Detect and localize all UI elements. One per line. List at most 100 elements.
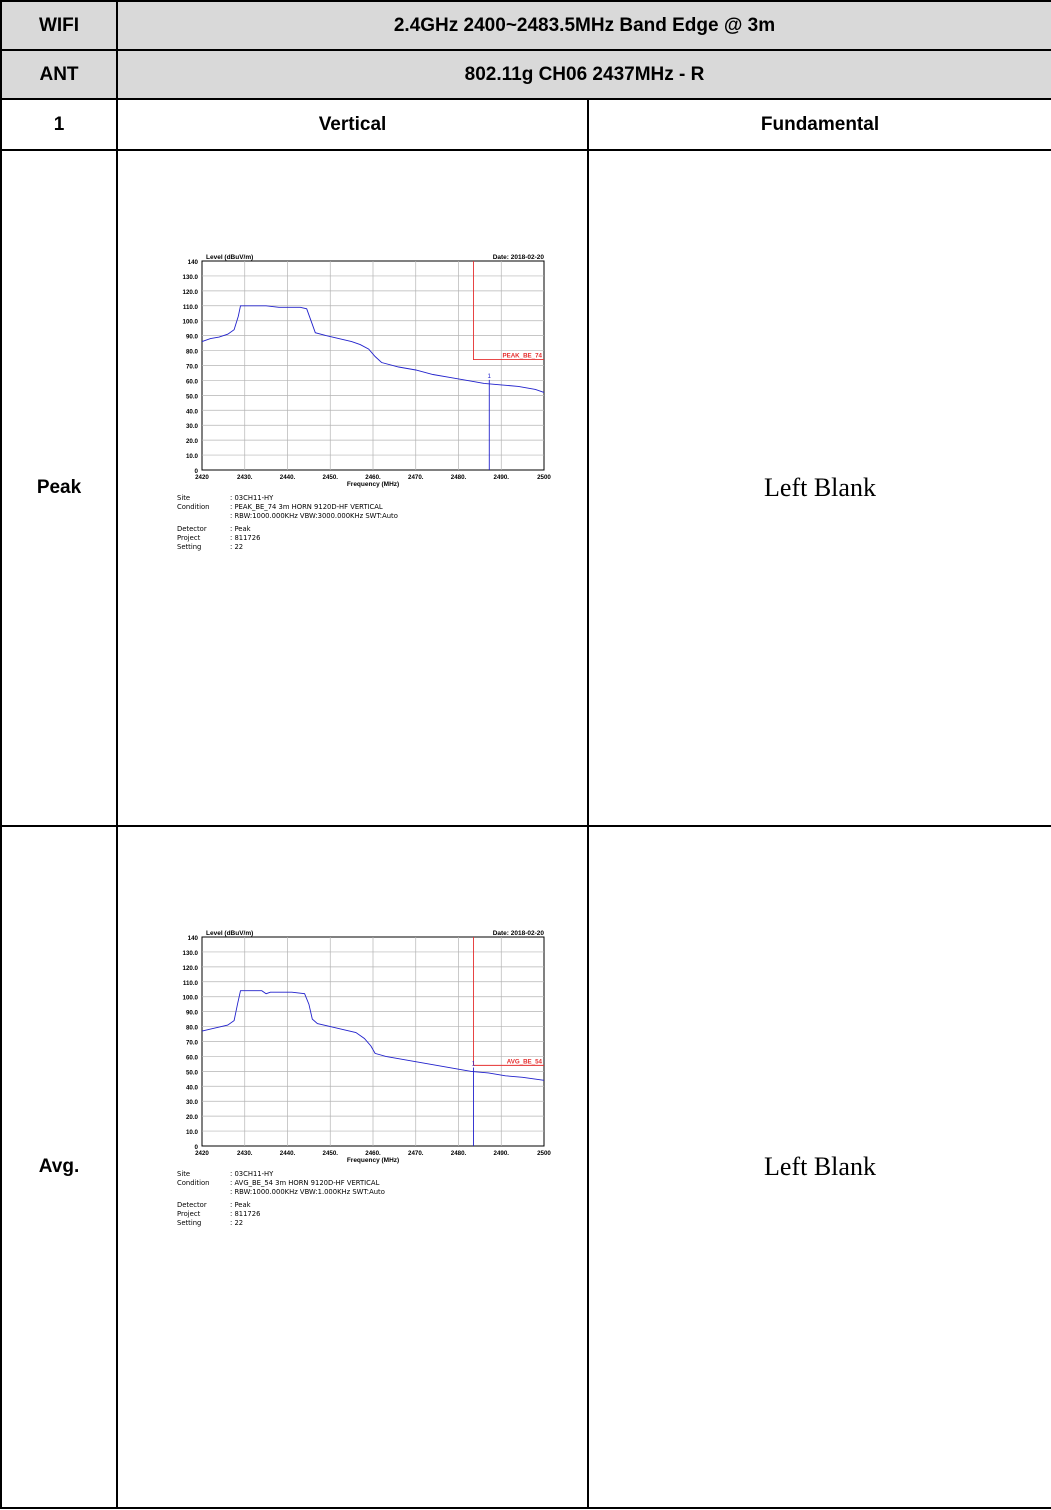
x-tick-label: 2480. xyxy=(451,1150,467,1157)
x-tick-label: 2480. xyxy=(451,474,467,481)
info-key: Setting xyxy=(177,1219,201,1227)
vertical-column-header: Vertical xyxy=(116,98,589,151)
y-axis-label: Level (dBuV/m) xyxy=(206,254,253,261)
info-key: Condition xyxy=(177,1179,209,1187)
x-tick-label: 2460. xyxy=(365,1150,381,1157)
x-tick-label: 2460. xyxy=(365,474,381,481)
marker-label: 1 xyxy=(472,1061,476,1068)
info-value: : 03CH11-HY xyxy=(230,1170,274,1178)
x-tick-label: 2430. xyxy=(237,1150,253,1157)
x-tick-label: 2450. xyxy=(323,474,339,481)
y-tick-label: 90.0 xyxy=(186,334,199,341)
info-value: : RBW:1000.000KHz VBW:1.000KHz SWT:Auto xyxy=(230,1188,385,1196)
y-tick-label: 40.0 xyxy=(186,1084,199,1091)
x-tick-label: 2470. xyxy=(408,474,424,481)
info-value: : AVG_BE_54 3m HORN 9120D-HF VERTICAL xyxy=(230,1179,380,1187)
info-key: Site xyxy=(177,1170,190,1178)
avg-fundamental-blank: Left Blank xyxy=(587,825,1051,1509)
x-tick-label: 2420 xyxy=(195,1150,209,1157)
peak-row-label: Peak xyxy=(0,149,118,827)
y-tick-label: 120.0 xyxy=(183,965,199,972)
x-tick-label: 2430. xyxy=(237,474,253,481)
y-axis-label: Level (dBuV/m) xyxy=(206,930,253,937)
y-tick-label: 70.0 xyxy=(186,364,199,371)
x-tick-label: 2450. xyxy=(323,1150,339,1157)
x-tick-label: 2490. xyxy=(494,1150,510,1157)
chart-date: Date: 2018-02-20 xyxy=(493,254,545,261)
y-tick-label: 110.0 xyxy=(183,304,199,311)
peak-plot-cell: 140 130.0 120.0 110.0 100.0 90.0 80.0 70.0 60.0 5… xyxy=(116,149,589,827)
y-tick-label: 80.0 xyxy=(186,349,199,356)
y-tick-label: 80.0 xyxy=(186,1025,199,1032)
y-tick-label: 20.0 xyxy=(186,1114,199,1121)
limit-line xyxy=(473,261,544,360)
y-tick-label: 10.0 xyxy=(186,453,199,460)
y-tick-label: 60.0 xyxy=(186,378,199,385)
measurement-trace xyxy=(201,990,545,1081)
peak-band-edge-chart: 140130.0120.0110.0100.090.080.070.060.05… xyxy=(177,254,551,551)
limit-label: PEAK_BE_74 xyxy=(502,353,542,360)
y-tick-label: 100.0 xyxy=(183,995,199,1002)
y-tick-label: 70.0 xyxy=(186,1040,199,1047)
info-value: : Peak xyxy=(230,1201,251,1209)
band-edge-title: 2.4GHz 2400~2483.5MHz Band Edge @ 3m xyxy=(116,0,1051,51)
info-value: : 22 xyxy=(230,1219,243,1227)
y-tick-label: 90.0 xyxy=(186,1010,199,1017)
info-value: : Peak xyxy=(230,525,251,533)
measurement-trace xyxy=(201,305,545,393)
chart-date: Date: 2018-02-20 xyxy=(493,930,545,937)
y-tick-label: 50.0 xyxy=(186,1069,199,1076)
y-tick-label: 130.0 xyxy=(183,274,199,281)
ant-label: ANT xyxy=(0,49,118,100)
limit-line xyxy=(473,937,544,1066)
info-key: Detector xyxy=(177,525,207,533)
info-value: : 811726 xyxy=(230,534,260,542)
x-tick-label: 2490. xyxy=(494,474,510,481)
x-tick-label: 2440. xyxy=(280,1150,296,1157)
y-tick-label: 30.0 xyxy=(186,1099,199,1106)
info-value: : 03CH11-HY xyxy=(230,494,274,502)
info-key: Condition xyxy=(177,503,209,511)
y-tick-label: 130.0 xyxy=(183,950,199,957)
y-tick-label: 20.0 xyxy=(186,438,199,445)
x-tick-label: 2500 xyxy=(537,474,551,481)
mode-channel-title: 802.11g CH06 2437MHz - R xyxy=(116,49,1051,100)
x-tick-label: 2470. xyxy=(408,1150,424,1157)
y-tick-label: 100.0 xyxy=(183,319,199,326)
x-tick-label: 2420 xyxy=(195,474,209,481)
wifi-label: WIFI xyxy=(0,0,118,51)
y-tick-label: 120.0 xyxy=(183,289,199,296)
y-tick-label: 140 xyxy=(188,259,199,266)
y-tick-label: 10.0 xyxy=(186,1129,199,1136)
peak-fundamental-blank: Left Blank xyxy=(587,149,1051,827)
info-value: : RBW:1000.000KHz VBW:3000.000KHz SWT:Au… xyxy=(230,512,398,520)
avg-band-edge-chart: 140130.0120.0110.0100.090.080.070.060.05… xyxy=(177,930,551,1227)
y-tick-label: 140 xyxy=(188,935,199,942)
y-tick-label: 60.0 xyxy=(186,1054,199,1061)
info-value: : PEAK_BE_74 3m HORN 9120D-HF VERTICAL xyxy=(230,503,383,511)
info-key: Detector xyxy=(177,1201,207,1209)
y-tick-label: 0 xyxy=(195,468,199,475)
column-index-header: 1 xyxy=(0,98,118,151)
info-value: : 22 xyxy=(230,543,243,551)
marker-label: 1 xyxy=(488,373,492,380)
avg-row-label: Avg. xyxy=(0,825,118,1509)
y-tick-label: 0 xyxy=(195,1144,199,1151)
info-key: Project xyxy=(177,534,201,542)
info-key: Site xyxy=(177,494,190,502)
fundamental-column-header: Fundamental xyxy=(587,98,1051,151)
x-tick-label: 2500 xyxy=(537,1150,551,1157)
y-tick-label: 40.0 xyxy=(186,408,199,415)
info-value: : 811726 xyxy=(230,1210,260,1218)
info-key: Project xyxy=(177,1210,201,1218)
info-key: Setting xyxy=(177,543,201,551)
y-tick-label: 30.0 xyxy=(186,423,199,430)
x-axis-label: Frequency (MHz) xyxy=(347,1157,399,1164)
x-axis-label: Frequency (MHz) xyxy=(347,481,399,488)
limit-label: AVG_BE_54 xyxy=(507,1058,543,1065)
avg-plot-cell: 140 130.0 120.0 110.0 100.0 90.0 80.0 70.0 60.0 5… xyxy=(116,825,589,1509)
y-tick-label: 110.0 xyxy=(183,980,199,987)
x-tick-label: 2440. xyxy=(280,474,296,481)
y-tick-label: 50.0 xyxy=(186,393,199,400)
